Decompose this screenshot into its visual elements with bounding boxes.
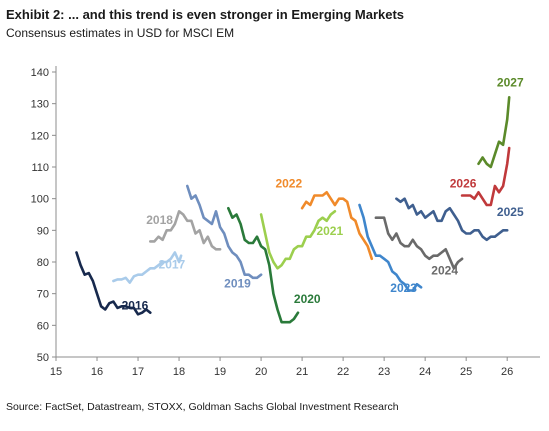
series-label-2024: 2024 bbox=[431, 264, 458, 278]
series-line-2026 bbox=[460, 146, 511, 207]
x-tick-label: 15 bbox=[50, 366, 62, 378]
series-line-2025 bbox=[395, 197, 509, 242]
x-tick-label: 19 bbox=[214, 366, 226, 378]
y-tick-label: 80 bbox=[37, 257, 49, 269]
series-label-2017: 2017 bbox=[159, 257, 186, 271]
x-tick-label: 21 bbox=[296, 366, 308, 378]
series-label-2020: 2020 bbox=[294, 292, 321, 306]
y-tick-label: 110 bbox=[31, 162, 49, 174]
x-tick-label: 20 bbox=[255, 366, 267, 378]
series-line-2019 bbox=[186, 184, 263, 280]
series-label-2022: 2022 bbox=[275, 177, 302, 191]
y-tick-label: 50 bbox=[37, 352, 49, 364]
x-tick-label: 22 bbox=[337, 366, 349, 378]
x-tick-label: 26 bbox=[501, 366, 513, 378]
source-note: Source: FactSet, Datastream, STOXX, Gold… bbox=[6, 401, 399, 413]
series-line-2023 bbox=[358, 203, 423, 292]
y-tick-label: 60 bbox=[37, 320, 49, 332]
series-line-2022 bbox=[300, 191, 374, 261]
series-label-2023: 2023 bbox=[390, 281, 417, 295]
series-labels: 2016 2017 2018 2019 2020 2021 2022 2023 2024 2025… bbox=[122, 75, 524, 312]
x-tick-label: 18 bbox=[173, 366, 185, 378]
series-label-2027: 2027 bbox=[497, 75, 524, 89]
series-label-2025: 2025 bbox=[497, 205, 524, 219]
x-tick-label: 25 bbox=[460, 366, 472, 378]
series-line-2020 bbox=[227, 206, 300, 324]
x-tick-label: 23 bbox=[378, 366, 390, 378]
series-label-2021: 2021 bbox=[316, 224, 343, 238]
series-line-2021 bbox=[259, 210, 337, 270]
series-label-2018: 2018 bbox=[146, 213, 173, 227]
x-tick-label: 16 bbox=[91, 366, 103, 378]
series-label-2019: 2019 bbox=[224, 276, 251, 290]
y-tick-label: 130 bbox=[31, 99, 49, 111]
x-tick-label: 17 bbox=[132, 366, 144, 378]
x-tick-label: 24 bbox=[419, 366, 431, 378]
series-line-2017 bbox=[112, 251, 183, 284]
series-line-2018 bbox=[149, 210, 222, 251]
series-label-2016: 2016 bbox=[122, 299, 149, 313]
series-line-2027 bbox=[477, 96, 511, 169]
series-line-2016 bbox=[75, 251, 152, 316]
y-tick-label: 140 bbox=[31, 67, 49, 79]
series-layer bbox=[75, 96, 511, 324]
y-tick-label: 100 bbox=[31, 194, 49, 206]
y-tick-label: 70 bbox=[37, 289, 49, 301]
y-tick-label: 90 bbox=[37, 225, 49, 237]
y-tick-label: 120 bbox=[31, 130, 49, 142]
chart-subtitle: Consensus estimates in USD for MSCI EM bbox=[6, 26, 235, 40]
series-label-2026: 2026 bbox=[450, 177, 477, 191]
chart-title: Exhibit 2: ... and this trend is even st… bbox=[6, 7, 405, 22]
series-line-2024 bbox=[374, 216, 464, 270]
